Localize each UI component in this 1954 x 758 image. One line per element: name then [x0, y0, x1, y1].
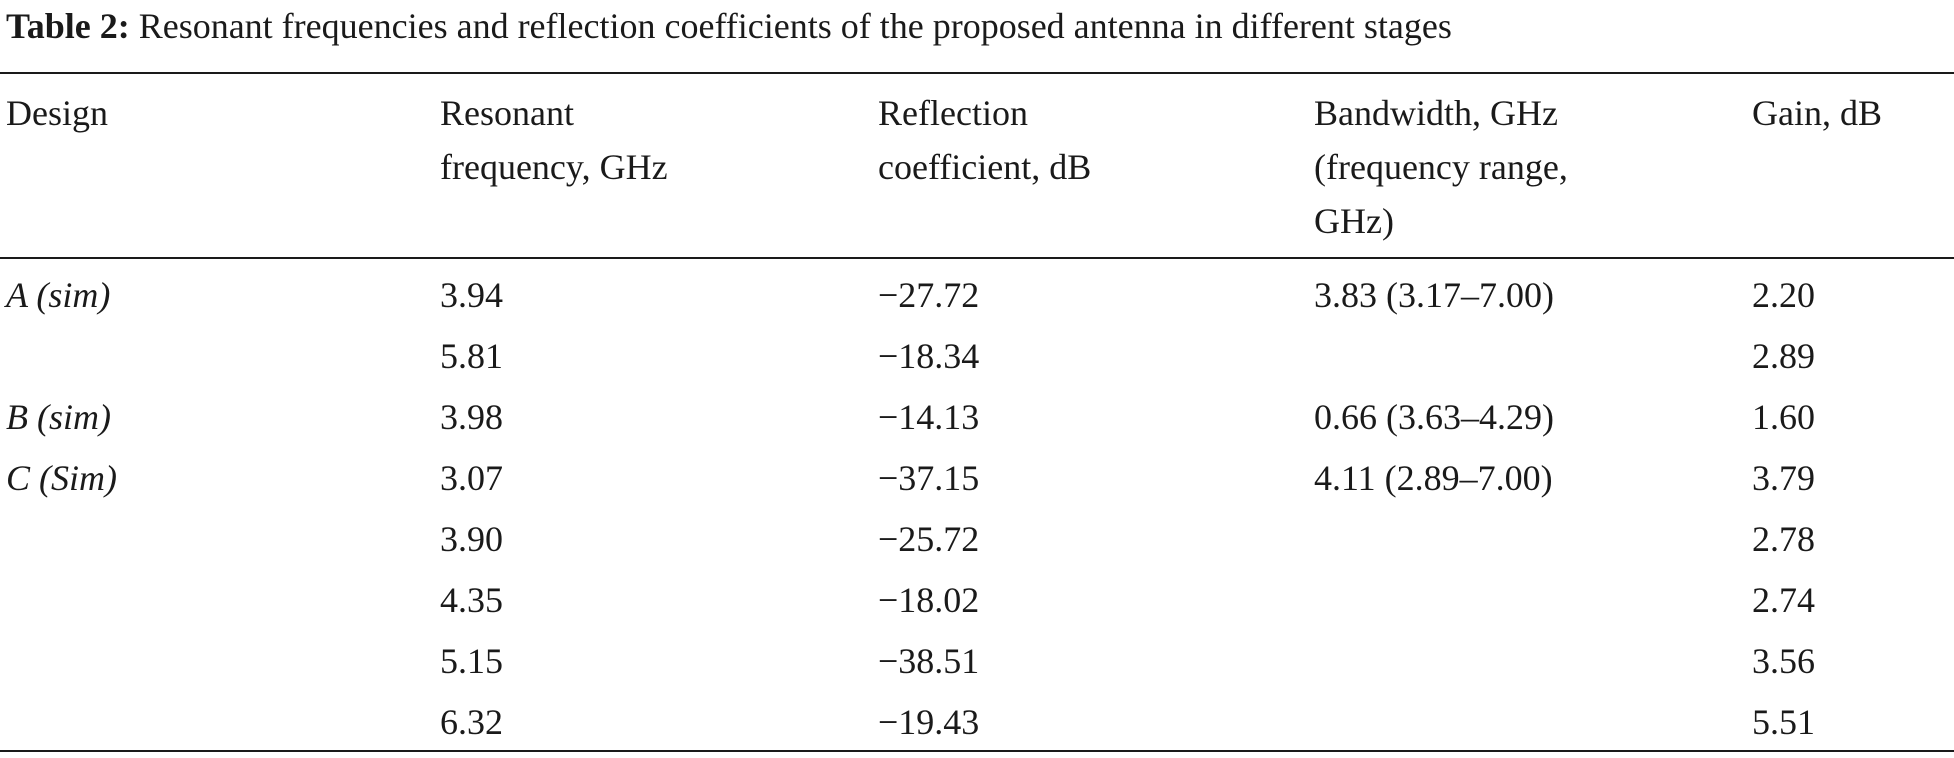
cell-frequency: 4.35: [440, 580, 503, 620]
cell-reflection: −18.34: [878, 336, 980, 376]
header-bandwidth: Bandwidth, GHz (frequency range, GHz): [1314, 93, 1568, 241]
cell-gain: 3.79: [1752, 458, 1815, 498]
table-row: 5.81 −18.34 2.89: [0, 326, 1954, 387]
cell-frequency: 3.98: [440, 397, 503, 437]
header-reflection-coefficient: Reflection coefficient, dB: [878, 93, 1092, 187]
header-resonant-frequency: Resonant frequency, GHz: [440, 93, 668, 187]
cell-design: C (Sim): [6, 458, 117, 498]
cell-bandwidth: 4.11 (2.89–7.00): [1314, 458, 1553, 498]
cell-gain: 3.56: [1752, 641, 1815, 681]
table-caption: Table 2: Resonant frequencies and reflec…: [6, 2, 1452, 50]
cell-frequency: 3.94: [440, 275, 503, 315]
cell-gain: 2.78: [1752, 519, 1815, 559]
cell-reflection: −27.72: [878, 275, 980, 315]
cell-frequency: 3.07: [440, 458, 503, 498]
cell-reflection: −25.72: [878, 519, 980, 559]
table-row: A (sim) 3.94 −27.72 3.83 (3.17–7.00) 2.2…: [0, 265, 1954, 326]
header-gain: Gain, dB: [1752, 93, 1882, 133]
table-row: 5.15 −38.51 3.56: [0, 631, 1954, 692]
cell-gain: 1.60: [1752, 397, 1815, 437]
cell-frequency: 6.32: [440, 702, 503, 742]
cell-frequency: 5.15: [440, 641, 503, 681]
cell-gain: 2.89: [1752, 336, 1815, 376]
cell-design: B (sim): [6, 397, 111, 437]
cell-reflection: −38.51: [878, 641, 980, 681]
cell-reflection: −37.15: [878, 458, 980, 498]
cell-gain: 5.51: [1752, 702, 1815, 742]
header-rule: [0, 257, 1954, 259]
cell-design: A (sim): [6, 275, 111, 315]
cell-bandwidth: 3.83 (3.17–7.00): [1314, 275, 1554, 315]
cell-gain: 2.74: [1752, 580, 1815, 620]
table-row: C (Sim) 3.07 −37.15 4.11 (2.89–7.00) 3.7…: [0, 448, 1954, 509]
table-caption-label: Table 2:: [6, 6, 130, 46]
cell-frequency: 5.81: [440, 336, 503, 376]
table-row: 3.90 −25.72 2.78: [0, 509, 1954, 570]
cell-gain: 2.20: [1752, 275, 1815, 315]
cell-frequency: 3.90: [440, 519, 503, 559]
top-rule: [0, 72, 1954, 74]
bottom-rule: [0, 750, 1954, 752]
table-row: 4.35 −18.02 2.74: [0, 570, 1954, 631]
cell-reflection: −14.13: [878, 397, 980, 437]
header-design: Design: [6, 93, 108, 133]
table-row: 6.32 −19.43 5.51: [0, 692, 1954, 753]
table-caption-text: Resonant frequencies and reflection coef…: [138, 6, 1452, 46]
cell-reflection: −18.02: [878, 580, 980, 620]
cell-reflection: −19.43: [878, 702, 980, 742]
table-row: B (sim) 3.98 −14.13 0.66 (3.63–4.29) 1.6…: [0, 387, 1954, 448]
cell-bandwidth: 0.66 (3.63–4.29): [1314, 397, 1554, 437]
